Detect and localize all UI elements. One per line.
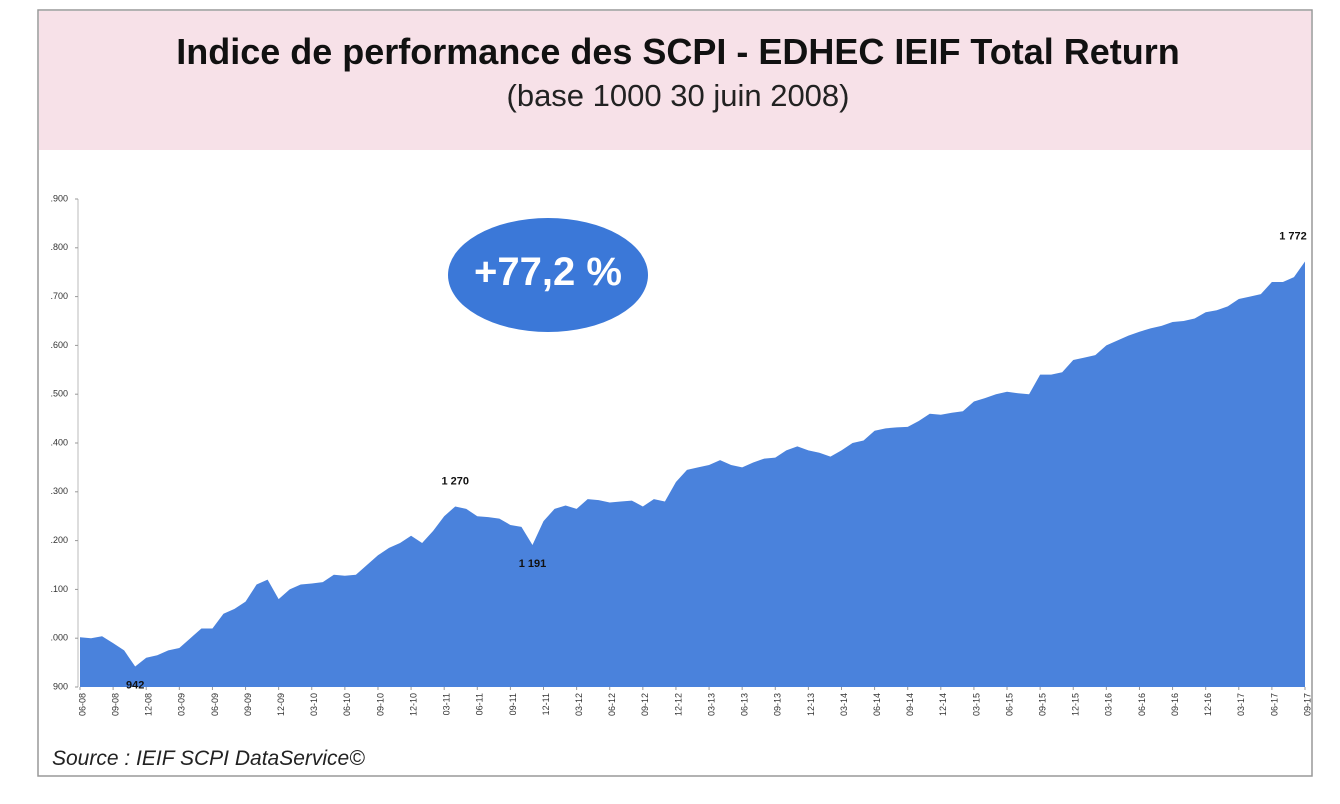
x-tick-label: 09-08 [110, 693, 120, 716]
x-tick-label: 09-13 [773, 693, 783, 716]
y-tick-label: .400 [50, 437, 68, 447]
x-tick-label: 03-17 [1236, 693, 1246, 716]
x-tick-label: 03-11 [442, 693, 452, 715]
x-tick-label: 09-09 [243, 693, 253, 716]
x-tick-label: 12-15 [1071, 693, 1081, 716]
x-tick-label: 12-09 [276, 693, 286, 716]
x-tick-label: 12-14 [938, 693, 948, 716]
x-tick-label: 06-10 [342, 693, 352, 716]
x-tick-label: 09-10 [375, 693, 385, 716]
x-tick-label: 03-12 [574, 693, 584, 716]
x-tick-label: 09-11 [508, 693, 518, 715]
x-tick-label: 09-16 [1170, 693, 1180, 716]
x-tick-label: 12-08 [144, 693, 154, 716]
x-tick-label: 09-17 [1302, 693, 1312, 716]
y-tick-label: 900 [53, 681, 68, 691]
x-tick-label: 06-14 [872, 693, 882, 716]
badge [448, 218, 648, 332]
area [80, 261, 1305, 687]
x-tick-label: 03-10 [309, 693, 319, 716]
x-tick-label: 12-16 [1203, 693, 1213, 716]
x-tick-label: 12-13 [806, 693, 816, 716]
header-band [39, 11, 1311, 150]
source: Source : IEIF SCPI DataService© [52, 747, 365, 770]
x-tick-label: 06-12 [607, 693, 617, 716]
x-tick-label: 12-12 [673, 693, 683, 716]
y-tick-label: .700 [50, 291, 68, 301]
y-tick-label: .100 [50, 584, 68, 594]
x-tick-label: 03-09 [177, 693, 187, 716]
chart-subtitle: (base 1000 30 juin 2008) [507, 78, 850, 113]
badge-text: +77,2 % [474, 250, 622, 294]
x-tick-label: 12-10 [408, 693, 418, 716]
x-tick-label: 06-11 [475, 693, 485, 715]
value-label: 942 [126, 680, 144, 692]
x-tick-label: 03-15 [971, 693, 981, 716]
x-tick-label: 06-08 [77, 693, 87, 716]
y-tick-label: .000 [50, 633, 68, 643]
x-tick-label: 09-14 [905, 693, 915, 716]
y-tick-label: .200 [50, 535, 68, 545]
x-tick-label: 12-11 [541, 693, 551, 715]
value-label: 1 191 [519, 558, 547, 570]
value-label: 1 772 [1279, 230, 1307, 242]
y-tick-label: .900 [50, 193, 68, 203]
x-tick-label: 06-09 [210, 693, 220, 716]
chart-title: Indice de performance des SCPI - EDHEC I… [176, 31, 1180, 72]
x-tick-label: 09-15 [1038, 693, 1048, 716]
y-tick-label: .300 [50, 486, 68, 496]
value-label: 1 270 [441, 475, 469, 487]
x-tick-label: 03-13 [706, 693, 716, 716]
y-tick-label: .600 [50, 340, 68, 350]
x-tick-label: 06-16 [1137, 693, 1147, 716]
x-tick-label: 03-14 [839, 693, 849, 716]
y-tick-label: .800 [50, 242, 68, 252]
x-tick-label: 06-17 [1269, 693, 1279, 716]
x-tick-label: 03-16 [1104, 693, 1114, 716]
x-tick-label: 09-12 [640, 693, 650, 716]
x-tick-label: 06-13 [740, 693, 750, 716]
y-tick-label: .500 [50, 389, 68, 399]
x-tick-label: 06-15 [1004, 693, 1014, 716]
plot: 900 .000 .100 .200 .300 .400 .500 .600 .700 .800.… [50, 193, 1312, 716]
